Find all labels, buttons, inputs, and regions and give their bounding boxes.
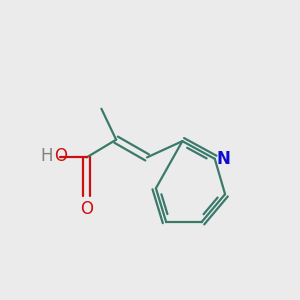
- Text: H: H: [40, 147, 53, 165]
- Text: O: O: [54, 147, 67, 165]
- Text: O: O: [80, 200, 93, 218]
- Text: N: N: [216, 150, 230, 168]
